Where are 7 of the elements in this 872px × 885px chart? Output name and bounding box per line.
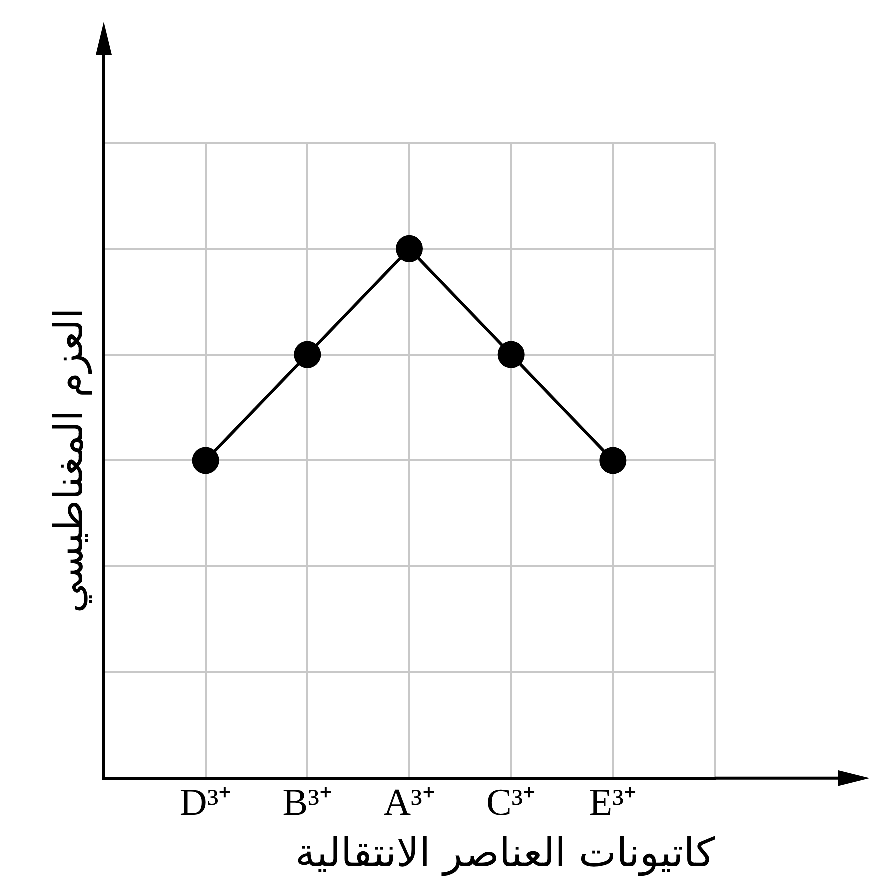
x-tick-label: C³⁺	[486, 782, 536, 824]
x-tick-label: B³⁺	[282, 782, 333, 824]
y-axis-title: العزم المغناطيسي	[46, 308, 92, 614]
x-tick-label: E³⁺	[589, 782, 637, 824]
x-axis-title: كاتيونات العناصر الانتقالية	[295, 830, 716, 876]
x-tick-label: A³⁺	[384, 782, 436, 824]
x-tick-label: D³⁺	[180, 782, 232, 824]
